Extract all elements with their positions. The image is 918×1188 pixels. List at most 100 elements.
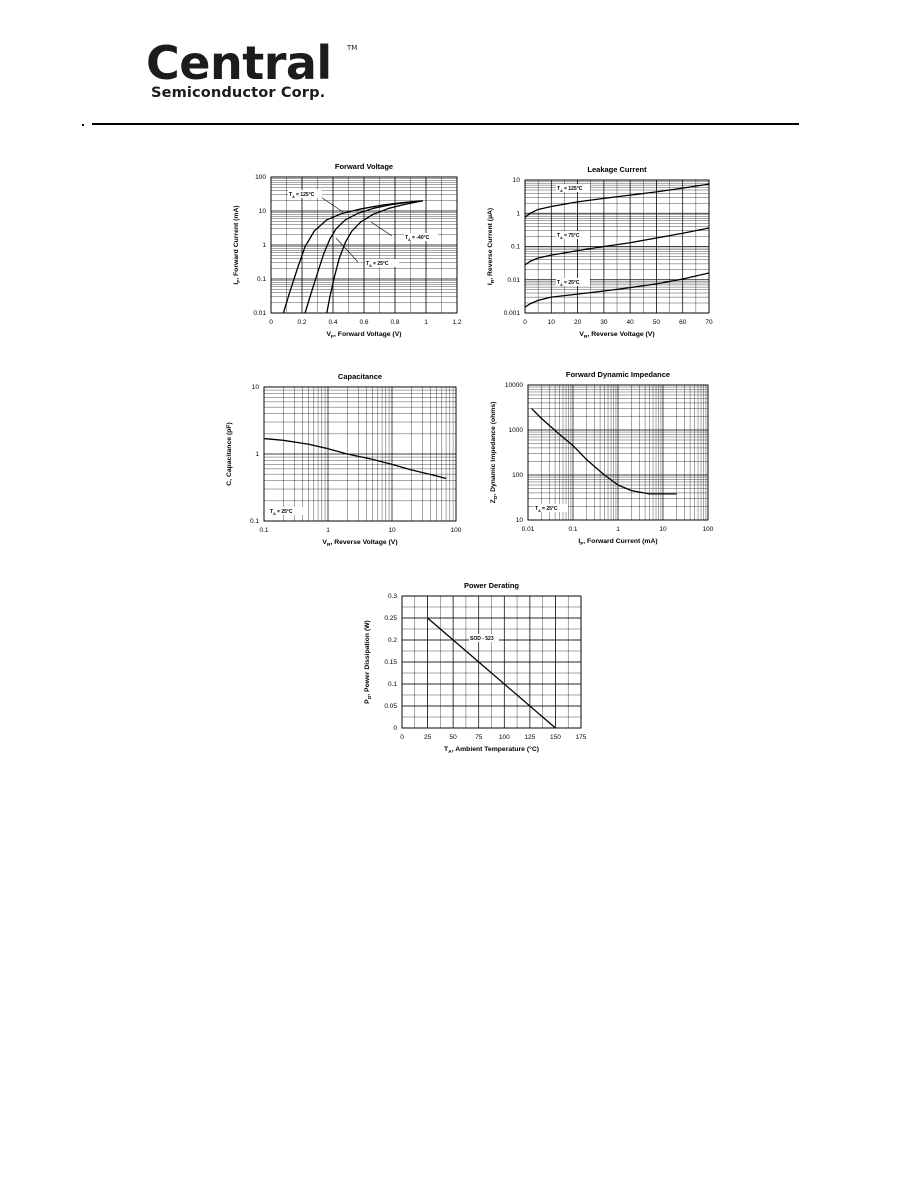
y-tick-label: 0.15 (384, 659, 397, 666)
annotation-leader (335, 237, 359, 263)
y-tick-label: 0.1 (257, 276, 266, 283)
chart-title: Leakage Current (587, 165, 647, 174)
annotation-background (469, 634, 499, 642)
series-line-2 (524, 227, 710, 266)
forward-dynamic-impedance-chart: 0.01 0.1 1 10 100 10 100 1000 10000 Forward Dynam… (490, 370, 714, 547)
series-line-1 (282, 200, 423, 314)
margin-mark (82, 124, 84, 126)
y-axis-label: C, Capacitance (pF) (226, 422, 233, 485)
y-axis-label: IR, Reverse Current (µA) (487, 208, 496, 285)
annotation-background (556, 184, 590, 192)
forward-voltage-chart: 0 0.2 0.4 0.6 0.8 1 1.2 0.01 0.1 1 10 100 Forward Vo… (233, 162, 462, 340)
x-tick-label: 100 (703, 526, 714, 533)
x-tick-label: 75 (475, 734, 483, 741)
y-tick-label: 1 (262, 242, 266, 249)
plot-frame (270, 176, 458, 314)
x-tick-label: 125 (524, 734, 535, 741)
x-tick-label: 0.1 (259, 527, 268, 534)
y-tick-label: 0.25 (384, 615, 397, 622)
y-tick-label: 0.1 (250, 518, 259, 525)
x-tick-label: 70 (705, 319, 713, 326)
x-tick-label: 100 (499, 734, 510, 741)
annotation-leader (370, 221, 393, 237)
y-tick-label: 0.05 (384, 703, 397, 710)
x-axis-label: IF, Forward Current (mA) (578, 538, 657, 547)
series-line-3 (524, 272, 710, 308)
series-annotation: SOD - 523 (470, 636, 494, 642)
series-line-2 (304, 200, 420, 314)
x-tick-label: 20 (574, 319, 582, 326)
y-tick-label: 10 (252, 384, 260, 391)
x-tick-label: 0.01 (522, 526, 535, 533)
y-axis-label: PD, Power Dissipation (W) (364, 620, 373, 704)
series-line-3 (326, 200, 424, 314)
logo-trademark: TM (347, 44, 358, 52)
x-tick-label: 10 (388, 527, 396, 534)
x-tick-label: 25 (424, 734, 432, 741)
series-annotation: TA = 125°C (289, 192, 315, 199)
plot-frame (527, 384, 709, 521)
x-axis-label: TA, Ambient Temperature (°C) (444, 745, 539, 755)
chart-title: Capacitance (338, 372, 382, 381)
x-tick-label: 50 (653, 319, 661, 326)
annotation-background (288, 190, 322, 198)
series-annotation: TA = -40°C (405, 235, 430, 242)
y-tick-label: 10 (259, 208, 267, 215)
y-tick-label: 0.2 (388, 637, 397, 644)
x-tick-label: 0 (523, 319, 527, 326)
x-tick-label: 10 (548, 319, 556, 326)
annotation-background (269, 507, 303, 515)
y-tick-label: 10 (513, 177, 521, 184)
x-tick-label: 1 (616, 526, 620, 533)
y-tick-label: 0.3 (388, 593, 397, 600)
annotation-background (556, 231, 590, 239)
series-annotation: TA = 25°C (270, 509, 293, 516)
series-annotation: TA = 25°C (557, 280, 580, 287)
y-tick-label: 0.1 (511, 244, 520, 251)
leakage-current-chart: 0 10 20 30 40 50 60 70 0.001 0.01 0.1 1 10 Leakage Cu… (487, 165, 713, 340)
x-tick-label: 0 (269, 319, 273, 326)
y-tick-label: 100 (255, 174, 266, 181)
chart-title: Forward Voltage (335, 162, 393, 171)
x-tick-label: 60 (679, 319, 687, 326)
plot-frame (401, 595, 582, 729)
x-tick-label: 30 (600, 319, 608, 326)
x-tick-label: 1 (326, 527, 330, 534)
plot-frame (263, 386, 457, 522)
series-line-1 (263, 437, 447, 480)
y-axis-label: IF, Forward Current (mA) (233, 205, 242, 284)
company-logo: Central TM Semiconductor Corp. (146, 40, 366, 104)
series-line-1 (427, 617, 556, 729)
series-annotation: TA = 75°C (557, 233, 580, 240)
x-tick-label: 10 (659, 526, 667, 533)
series-annotation: TA = 25°C (366, 261, 389, 268)
y-tick-label: 100 (512, 472, 523, 479)
logo-wordmark: Central (146, 36, 332, 90)
y-tick-label: 0.1 (388, 681, 397, 688)
capacitance-chart: 0.1 1 10 100 0.1 1 10 Capacitance VR, Reverse Vo… (226, 372, 462, 548)
x-tick-label: 50 (450, 734, 458, 741)
annotation-background (365, 259, 399, 267)
annotation-leader (317, 194, 344, 213)
x-tick-label: 0.2 (297, 319, 306, 326)
y-tick-label: 0.001 (504, 310, 521, 317)
x-tick-label: 40 (627, 319, 635, 326)
x-tick-label: 0 (400, 734, 404, 741)
y-tick-label: 10000 (505, 382, 523, 389)
x-tick-label: 150 (550, 734, 561, 741)
annotation-background (534, 504, 568, 512)
x-tick-label: 0.8 (390, 319, 399, 326)
power-derating-chart: 0 25 50 75 100 125 150 175 0 0.05 0.1 0.15 0.2 0.25 0.… (364, 581, 587, 755)
y-tick-label: 1 (255, 451, 259, 458)
x-axis-label: VR, Reverse Voltage (V) (579, 331, 654, 340)
chart-title: Forward Dynamic Impedance (566, 370, 670, 379)
y-axis-label: ZD, Dynamic Impedance (ohms) (490, 402, 499, 504)
x-axis-label: VR, Reverse Voltage (V) (322, 539, 397, 548)
y-tick-label: 1000 (509, 427, 524, 434)
series-annotation: TA = 125°C (557, 186, 583, 193)
y-tick-label: 1 (516, 210, 520, 217)
series-annotation: TA = 25°C (535, 506, 558, 513)
y-tick-label: 0.01 (507, 277, 520, 284)
plot-frame (524, 179, 710, 314)
y-tick-label: 0 (393, 725, 397, 732)
